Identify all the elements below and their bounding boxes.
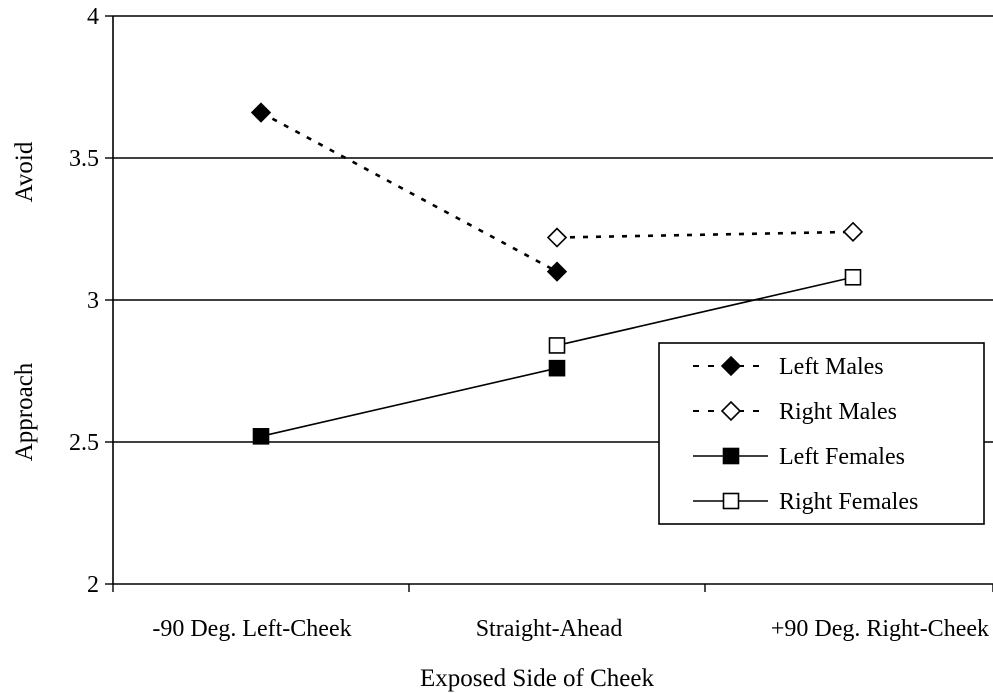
y-tick-label: 3.5: [69, 146, 99, 172]
legend: Left Males Right Males Left Females Right F…: [658, 342, 985, 525]
legend-marker-left-females: [722, 447, 740, 465]
series-line-right-females: [556, 276, 854, 347]
legend-label-left-females: Left Females: [779, 444, 905, 470]
legend-label-right-males: Right Males: [779, 399, 897, 425]
data-point-right-females: [548, 337, 566, 354]
x-tick-label: Straight-Ahead: [476, 616, 623, 642]
data-point-right-females: [844, 268, 862, 286]
data-point-left-males: [546, 261, 568, 282]
x-axis-title: Exposed Side of Cheek: [420, 665, 654, 692]
y-tick-label: 3: [87, 288, 99, 314]
legend-marker-left-males: [720, 355, 742, 377]
y-tick-label: 2.5: [69, 430, 99, 456]
x-tick-label: -90 Deg. Left-Cheek: [152, 616, 351, 642]
legend-label-right-females: Right Females: [779, 489, 918, 515]
legend-marker-right-males: [720, 400, 742, 422]
data-point-right-males: [546, 227, 568, 248]
y-tick-label: 2: [87, 572, 99, 598]
y-axis-title-avoid: Avoid: [11, 141, 38, 202]
legend-box: [658, 342, 985, 525]
axis-labels: Exposed Side of Cheek Avoid Approach 2 2.…: [11, 4, 989, 692]
series-lines: [260, 111, 854, 438]
data-point-left-females: [252, 428, 270, 445]
y-axis-title-approach: Approach: [11, 362, 38, 461]
axes: [105, 15, 993, 592]
series-line-right-males: [556, 230, 854, 239]
x-tick-label: +90 Deg. Right-Cheek: [771, 616, 989, 642]
series-line-left-males: [260, 111, 558, 273]
series-markers: [250, 102, 864, 445]
series-line-left-females: [260, 367, 558, 438]
legend-label-left-males: Left Males: [779, 354, 884, 380]
data-point-left-females: [548, 359, 566, 377]
data-point-left-males: [250, 102, 272, 123]
y-tick-label: 4: [87, 4, 99, 30]
data-point-right-males: [842, 221, 864, 242]
legend-marker-right-females: [722, 492, 740, 510]
